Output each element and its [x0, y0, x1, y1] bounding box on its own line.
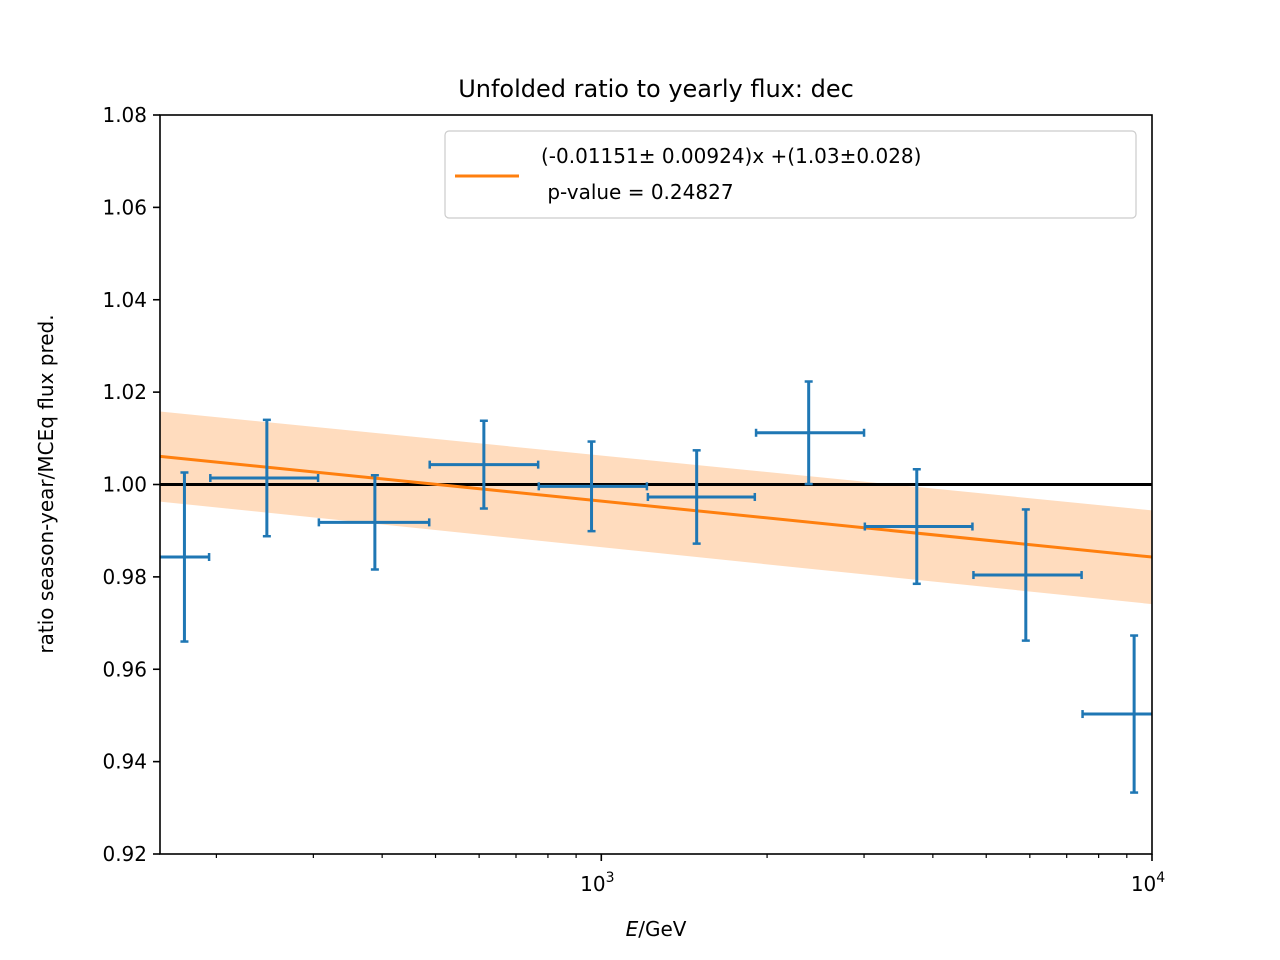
- x-axis-label-variable: E: [626, 917, 639, 941]
- y-tick-label: 1.04: [102, 288, 147, 312]
- data-point: [972, 508, 1083, 642]
- x-axis-label: E/GeV: [626, 917, 687, 941]
- legend-fit-label-line1: (-0.01151± 0.00924)x +(1.03±0.028): [541, 144, 921, 168]
- y-tick-label: 0.94: [102, 750, 147, 774]
- legend-box: [444, 130, 1137, 219]
- data-point: [160, 471, 211, 643]
- fit-line: [159, 454, 1153, 559]
- data-point: [537, 440, 649, 533]
- x-tick-label: 104: [1131, 870, 1165, 896]
- x-axis-label-unit: /GeV: [638, 917, 687, 941]
- data-point: [428, 419, 540, 510]
- y-tick-label: 1.00: [102, 473, 147, 497]
- y-tick-label: 0.98: [102, 565, 147, 589]
- legend: (-0.01151± 0.00924)x +(1.03±0.028) p-val…: [444, 130, 1137, 219]
- chart-title: Unfolded ratio to yearly flux: dec: [458, 75, 854, 103]
- y-tick-label: 1.06: [102, 195, 147, 219]
- data-point: [863, 468, 974, 586]
- y-axis-label: ratio season-year/MCEq flux pred.: [34, 314, 58, 653]
- data-point: [646, 449, 757, 545]
- y-tick-label: 1.02: [102, 380, 147, 404]
- y-tick-label: 1.08: [102, 103, 147, 127]
- fit-line-layer: [159, 454, 1153, 559]
- data-point: [1081, 634, 1152, 794]
- legend-fit-label-line2: p-value = 0.24827: [541, 180, 734, 204]
- x-tick-label: 103: [580, 870, 614, 896]
- data-point: [209, 418, 320, 538]
- x-axis-ticks: 103 104: [215, 854, 1165, 896]
- data-point: [754, 380, 866, 486]
- data-point: [317, 474, 431, 571]
- y-tick-label: 0.92: [102, 842, 147, 866]
- y-axis-ticks: 0.92 0.94 0.96 0.98 1.00 1.02 1.04 1.06 1.08: [102, 103, 160, 866]
- y-tick-label: 0.96: [102, 657, 147, 681]
- data-points-layer: [160, 380, 1152, 794]
